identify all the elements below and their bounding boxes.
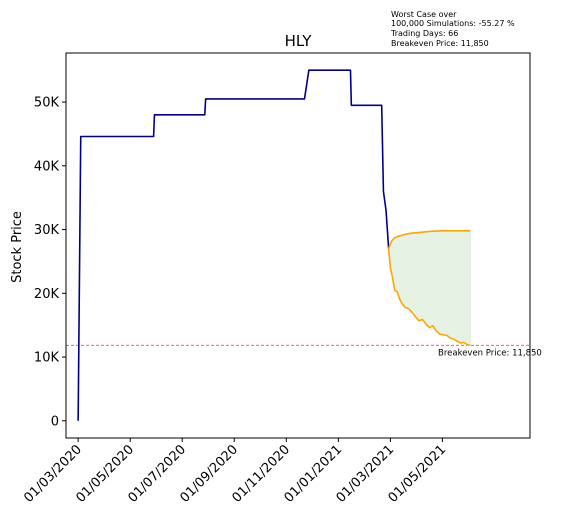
breakeven-label: Breakeven Price: 11,850 [438, 348, 542, 358]
y-tick-label: 50K [34, 96, 60, 111]
chart-title: HLY [285, 32, 313, 50]
y-axis-ticks: 0 10K 20K 30K 40K 50K [34, 96, 66, 429]
y-axis-label: Stock Price [10, 211, 25, 283]
y-tick-label: 20K [34, 287, 60, 302]
y-tick-label: 0 [51, 414, 59, 429]
annotation-line: Trading Days: 66 [390, 29, 458, 38]
annotation-line: Breakeven Price: 11,850 [391, 39, 489, 48]
series-layer [77, 69, 471, 421]
annotation-line: 100,000 Simulations: -55.27 % [391, 19, 515, 28]
annotation-line: Worst Case over [391, 10, 457, 19]
simulation-upper-line [387, 230, 471, 249]
simulation-summary-annotation: Worst Case over 100,000 Simulations: -55… [390, 10, 515, 48]
y-tick-label: 10K [34, 351, 60, 366]
plot-area-frame [65, 52, 531, 439]
y-tick-label: 30K [34, 223, 60, 238]
y-tick-label: 40K [34, 159, 60, 174]
breakeven-layer: Breakeven Price: 11,850 [66, 344, 542, 358]
historical-price-line [77, 69, 390, 421]
simulation-worst-case-line [387, 248, 471, 347]
